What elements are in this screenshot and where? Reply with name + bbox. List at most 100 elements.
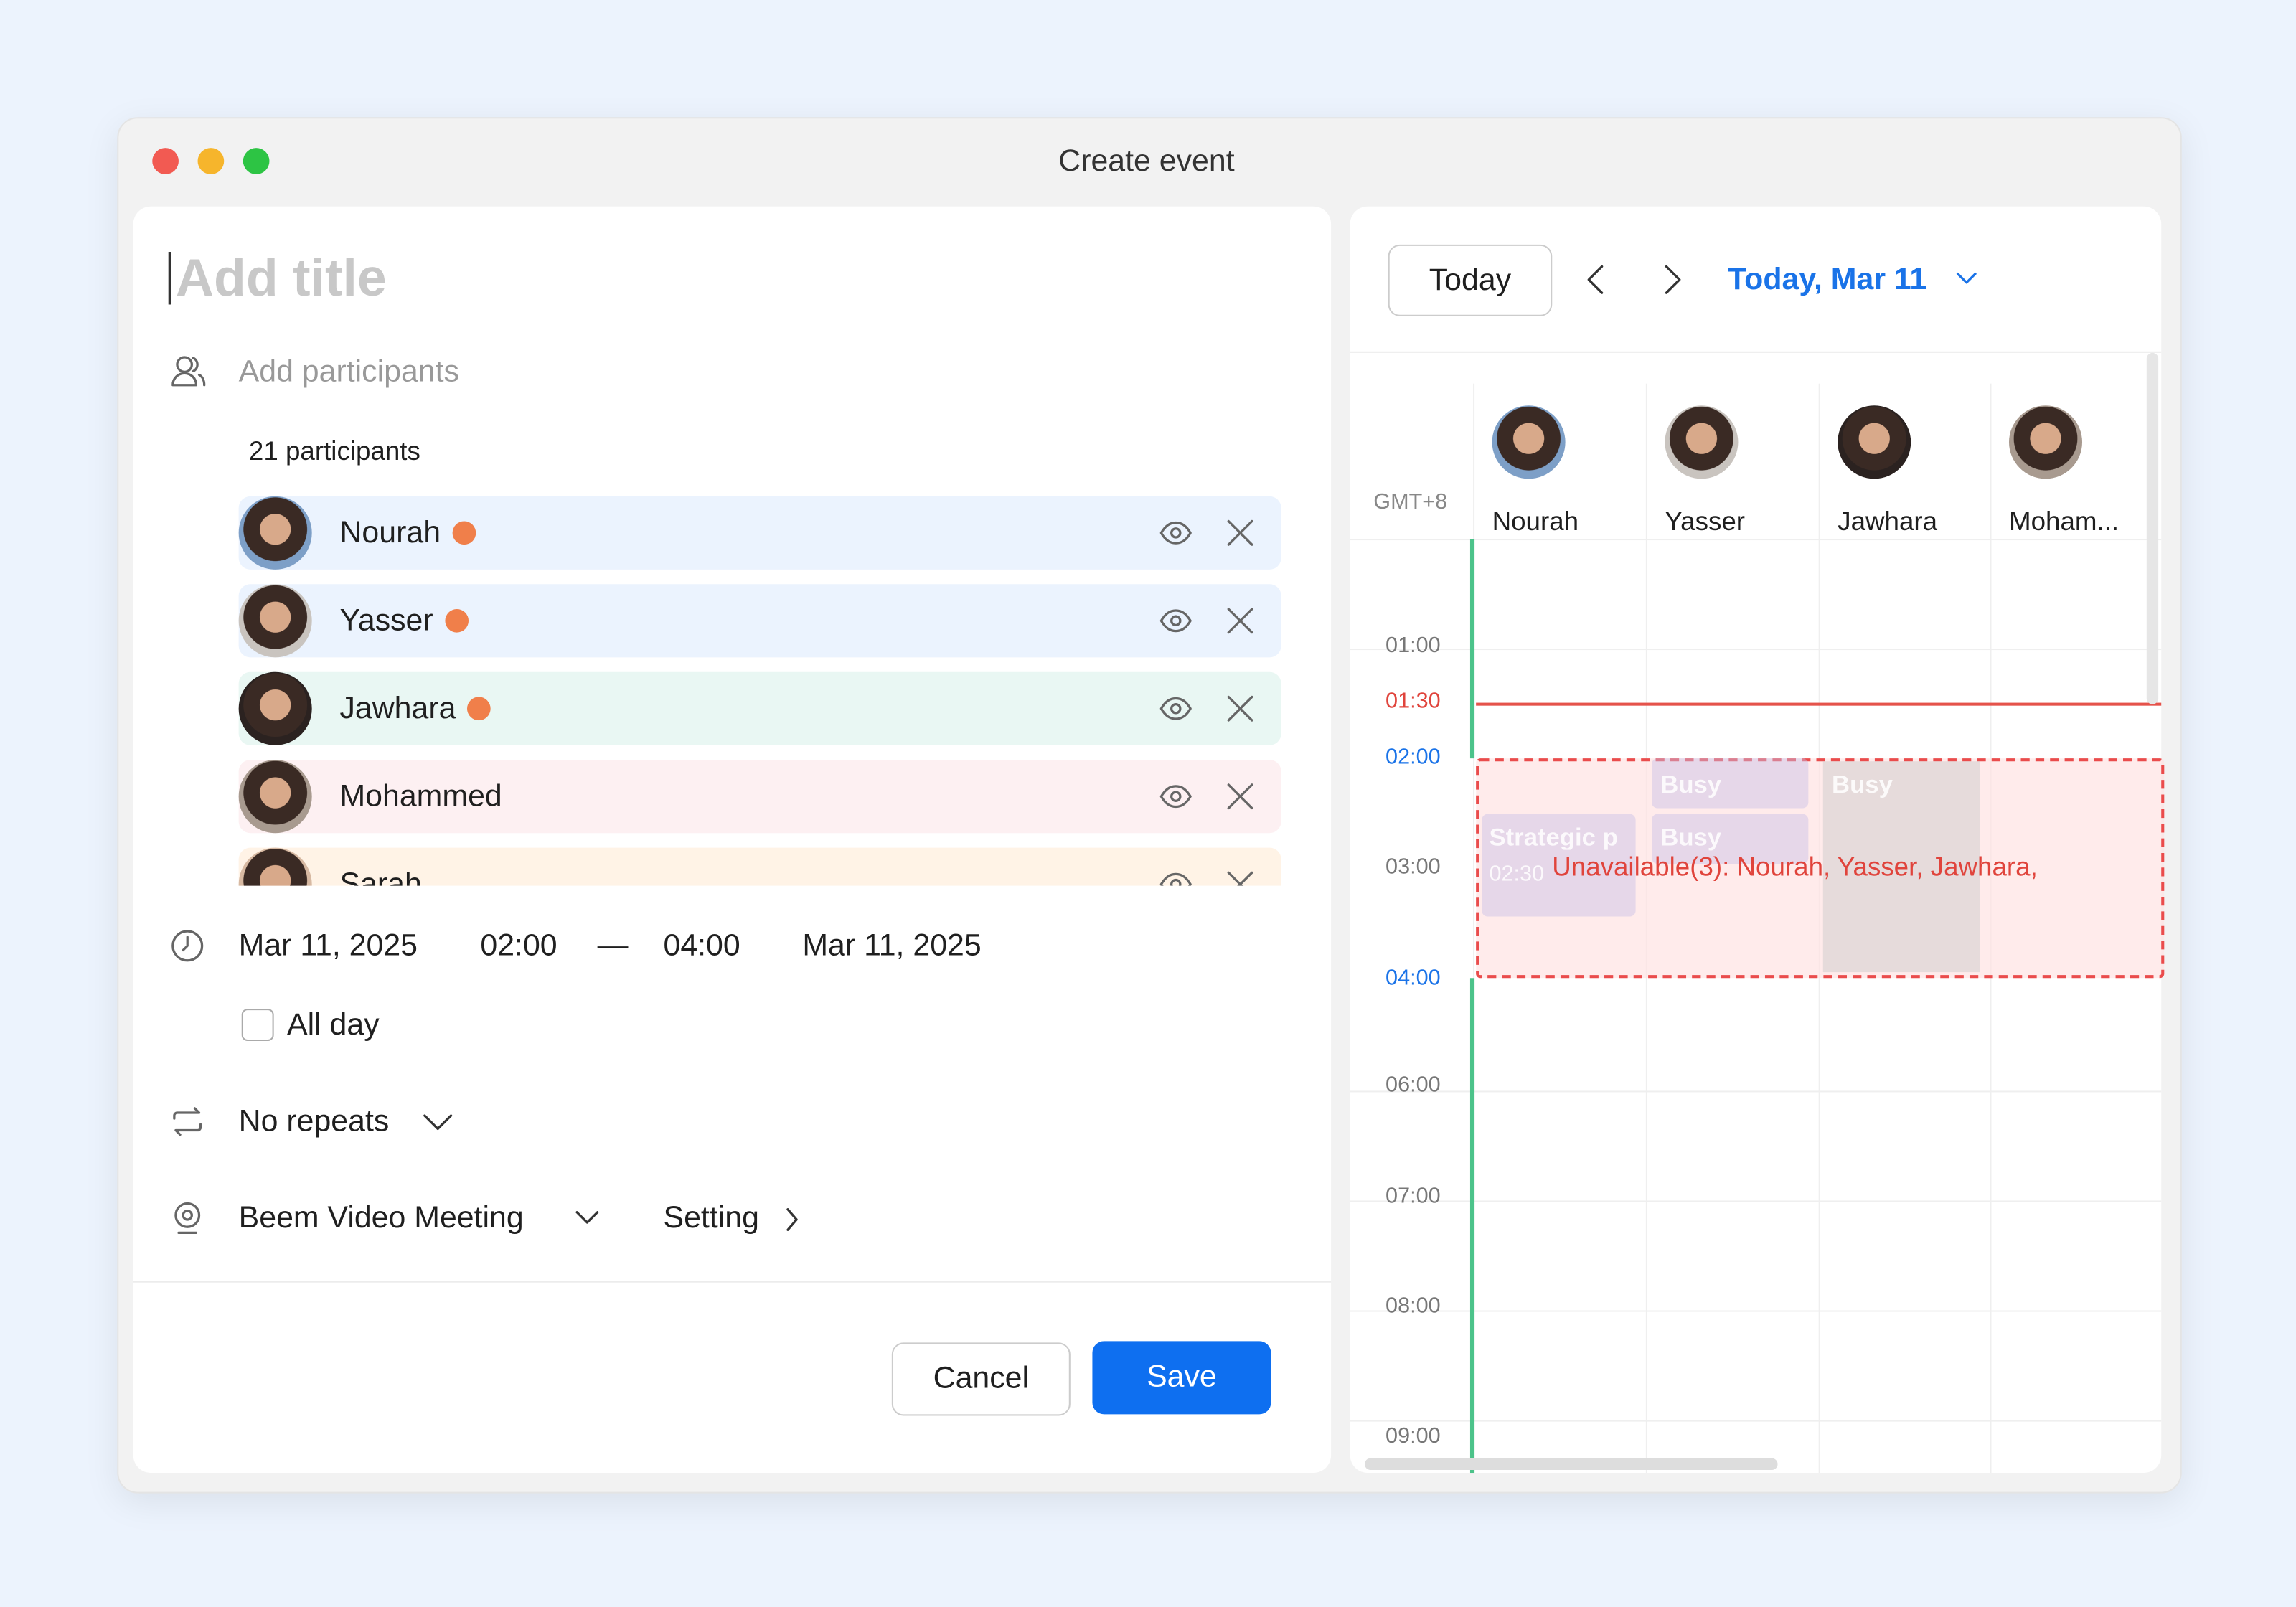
remove-button[interactable] (1224, 868, 1256, 886)
participant-row (238, 847, 1281, 886)
time-label: 01:30 (1385, 689, 1441, 714)
status-badge (452, 521, 476, 545)
v-scrollbar[interactable] (2146, 352, 2159, 704)
divider (1350, 351, 2162, 353)
remove-button[interactable] (1224, 781, 1256, 820)
event-label: Busy (1660, 770, 1722, 799)
row-line (1350, 1310, 2162, 1312)
avatar (238, 671, 312, 745)
view-button-glyph (1159, 521, 1192, 545)
time-label: 06:00 (1385, 1072, 1441, 1098)
free-bar (1469, 539, 1475, 759)
avatar (1665, 405, 1739, 479)
participant-row (238, 496, 1281, 570)
cancel-button[interactable]: Cancel (891, 1342, 1071, 1416)
all-day-checkbox[interactable] (241, 1009, 274, 1042)
end-date[interactable]: Mar 11, 2025 (802, 928, 982, 963)
participant-row (238, 671, 1281, 745)
next-button[interactable] (1660, 263, 1684, 296)
time-label: 07:00 (1385, 1183, 1441, 1209)
row-line (1350, 1090, 2162, 1093)
all-day-label: All day (286, 1008, 380, 1042)
save-button[interactable]: Save (1092, 1341, 1271, 1415)
view-button[interactable] (1159, 781, 1192, 820)
time-label: 04:00 (1385, 965, 1441, 991)
time-label: 02:00 (1385, 744, 1441, 770)
current-time-line (1476, 702, 2162, 706)
form-panel (133, 206, 1332, 1474)
date-picker[interactable]: Today, Mar 11 (1728, 263, 1927, 297)
event-time: 02:30 (1489, 862, 1545, 887)
row-line (1350, 539, 2162, 541)
participant-name: Mohammed (339, 779, 502, 814)
prev-button[interactable] (1584, 263, 1608, 296)
remove-button[interactable] (1224, 517, 1256, 556)
divider (133, 1281, 1332, 1283)
avatar (238, 760, 312, 834)
clock-icon (171, 930, 204, 962)
event-label: Strategic p (1489, 824, 1618, 850)
participants-input[interactable]: Add participants (238, 354, 459, 389)
person-name: Moham... (2008, 506, 2119, 536)
meeting-chevron[interactable] (574, 1208, 601, 1229)
setting-link[interactable]: Setting (663, 1201, 759, 1235)
avatar (238, 584, 312, 658)
avatar (2008, 405, 2083, 479)
start-time[interactable]: 02:00 (480, 928, 557, 963)
view-button[interactable] (1159, 868, 1192, 886)
time-separator: — (597, 928, 629, 963)
repeat-icon (173, 1107, 202, 1136)
person-name: Yasser (1665, 506, 1745, 536)
remove-button[interactable] (1224, 692, 1256, 732)
participant-count: 21 participants (248, 436, 420, 466)
remove-button-glyph (1227, 783, 1253, 810)
busy-block (1652, 758, 1809, 809)
event-block (1482, 814, 1636, 917)
repeat-select[interactable]: No repeats (238, 1104, 390, 1139)
view-button[interactable] (1159, 692, 1192, 732)
remove-button[interactable] (1224, 605, 1256, 644)
participant-name: Jawhara (339, 692, 456, 726)
avatar (1492, 405, 1566, 479)
free-bar (1469, 978, 1475, 1474)
zoom-button[interactable] (243, 148, 270, 174)
date-chevron[interactable] (1954, 271, 1978, 288)
participant-name: Sarah (339, 867, 422, 886)
participant-row (238, 760, 1281, 834)
view-button[interactable] (1159, 605, 1192, 644)
window-title: Create event (1058, 144, 1235, 178)
row-line (1350, 1200, 2162, 1202)
view-button-glyph (1159, 609, 1192, 633)
start-date[interactable]: Mar 11, 2025 (238, 928, 418, 963)
time-label: 08:00 (1385, 1293, 1441, 1319)
person-name: Jawhara (1838, 506, 1938, 536)
today-button[interactable]: Today (1388, 244, 1553, 316)
timezone: GMT+8 (1373, 489, 1448, 515)
unavailable-note: Unavailable(3): Nourah, Yasser, Jawhara, (1552, 852, 2038, 882)
avatar (1838, 405, 1911, 479)
close-button[interactable] (152, 148, 179, 174)
time-label: 01:00 (1385, 633, 1441, 659)
remove-button-glyph (1227, 608, 1253, 634)
busy-block (1652, 814, 1809, 864)
status-badge (444, 608, 469, 633)
view-button-glyph (1159, 697, 1192, 720)
view-button-glyph (1159, 872, 1192, 886)
meeting-select[interactable]: Beem Video Meeting (238, 1201, 524, 1235)
title-input[interactable]: Add title (175, 247, 387, 308)
view-button-glyph (1159, 785, 1192, 809)
participant-name: Yasser (339, 603, 433, 638)
row-line (1350, 1420, 2162, 1422)
view-button[interactable] (1159, 517, 1192, 556)
busy-block (1822, 761, 1980, 973)
end-time[interactable]: 04:00 (663, 928, 740, 963)
event-label: Busy (1660, 823, 1722, 852)
repeat-chevron[interactable] (422, 1107, 454, 1136)
setting-chevron[interactable] (784, 1207, 801, 1233)
person-name: Nourah (1492, 506, 1579, 536)
remove-button-glyph (1227, 519, 1253, 546)
event-label: Busy (1832, 770, 1893, 799)
minimize-button[interactable] (197, 148, 225, 174)
h-scrollbar[interactable] (1365, 1458, 1778, 1470)
